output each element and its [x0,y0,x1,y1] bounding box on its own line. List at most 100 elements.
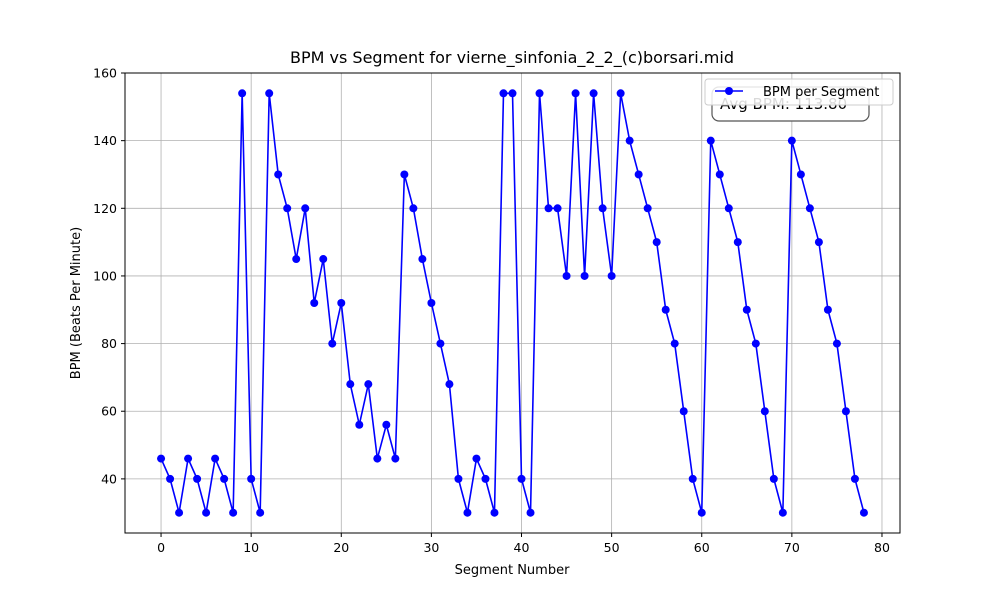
data-point [193,474,202,483]
data-point [796,170,805,179]
data-point [490,508,499,517]
data-point [616,89,625,98]
data-point [220,474,229,483]
chart-title: BPM vs Segment for vierne_sinfonia_2_2_(… [290,48,734,68]
data-point [301,204,310,213]
axis-ticks: 0 10 20 30 40 50 60 70 80 40 60 80 100 120 140 160 [93,66,890,556]
data-point [400,170,409,179]
data-point [787,136,796,145]
data-point [337,299,346,307]
data-point [562,271,571,280]
data-point [292,255,301,264]
y-axis-label: BPM (Beats Per Minute) [69,227,84,379]
y-tick-label: 60 [101,404,117,419]
y-tick-label: 160 [93,66,117,81]
data-point [364,380,373,389]
data-point [418,255,427,264]
plot-area-frame [124,72,901,534]
y-tick-label: 120 [93,201,117,216]
series-layer [157,89,868,517]
data-point [634,170,643,179]
data-point [544,204,553,213]
data-point [733,238,742,247]
data-point [166,474,175,483]
data-point [436,339,445,348]
data-point [859,508,868,517]
x-tick-label: 40 [514,540,530,555]
data-point [175,508,184,517]
data-point [679,407,688,416]
data-point [391,454,400,463]
data-point [670,339,679,348]
data-point [688,474,697,483]
x-tick-label: 0 [157,540,165,555]
data-point [409,204,418,213]
data-point [625,136,634,145]
data-point [517,474,526,483]
data-point [571,89,580,98]
data-point [211,454,220,463]
data-point [526,508,535,517]
data-point [589,89,598,98]
data-point [454,474,463,483]
x-tick-label: 70 [784,540,800,555]
y-tick-label: 40 [101,471,117,486]
data-point [742,305,751,314]
data-point [661,305,670,314]
y-tick-label: 100 [93,268,117,283]
legend-entry-label: BPM per Segment [763,85,879,100]
data-point [499,89,508,98]
data-point [751,339,760,348]
data-point [247,474,256,483]
data-point [355,420,364,429]
data-point [481,474,490,483]
data-point [769,474,778,483]
y-tick-label: 80 [101,336,117,351]
data-point [202,508,211,517]
data-point [283,204,292,213]
data-point [265,89,274,98]
data-point [310,299,319,307]
data-point [256,508,265,517]
data-point [328,339,337,348]
data-point [427,299,436,307]
data-point [643,204,652,213]
data-point [553,204,562,213]
x-tick-label: 10 [243,540,259,555]
data-point [157,454,166,463]
data-point [508,89,517,98]
data-point [832,339,841,348]
data-point [382,420,391,429]
data-point [229,508,238,517]
data-point [715,170,724,179]
data-point [697,508,706,517]
legend-frame [704,78,894,106]
data-point [814,238,823,247]
data-point [724,204,733,213]
data-point [652,238,661,247]
data-point [778,508,787,517]
data-point [598,204,607,213]
data-point [238,89,247,98]
data-point [373,454,382,463]
x-tick-label: 80 [874,540,890,555]
data-point [184,454,193,463]
data-point [805,204,814,213]
data-point [760,407,769,416]
data-point [463,508,472,517]
x-tick-label: 50 [604,540,620,555]
legend-marker-swatch [725,87,733,95]
data-point [535,89,544,98]
x-tick-label: 20 [333,540,349,555]
data-point [274,170,283,179]
x-tick-label: 60 [694,540,710,555]
data-point [472,454,481,463]
data-point [823,305,832,314]
y-tick-label: 140 [93,133,117,148]
data-point [580,271,589,280]
data-point [319,255,328,264]
data-point [607,271,616,280]
data-point [850,474,859,483]
x-axis-label: Segment Number [455,563,571,578]
